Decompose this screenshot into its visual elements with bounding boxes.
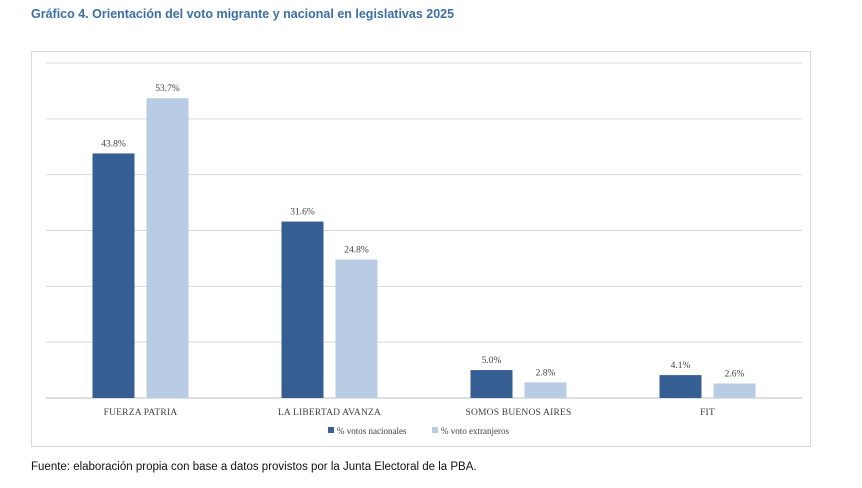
legend-label: % votos nacionales: [337, 426, 407, 436]
legend-swatch: [432, 427, 438, 433]
bar-nacionales: [659, 375, 702, 398]
legend-swatch: [328, 427, 334, 433]
bars: [92, 98, 756, 399]
category-label: FIT: [700, 408, 715, 418]
bar-nacionales: [281, 221, 324, 398]
category-labels: FUERZA PATRIA LA LIBERTAD AVANZA SOMOS BUE…: [104, 408, 715, 418]
legend: % votos nacionales % voto extranjeros: [328, 426, 509, 436]
category-label: LA LIBERTAD AVANZA: [278, 408, 381, 418]
bar-extranjeros: [146, 98, 189, 399]
bar-extranjeros: [524, 382, 567, 398]
data-label: 2.8%: [536, 368, 556, 378]
bar-nacionales: [92, 153, 135, 398]
data-label: 4.1%: [671, 361, 691, 371]
data-label: 24.8%: [344, 246, 369, 256]
category-label: FUERZA PATRIA: [104, 408, 178, 418]
data-label: 2.6%: [725, 369, 745, 379]
chart-frame: 43.8% 53.7% 31.6% 24.8% 5.0% 2.8% 4.1% 2.6% FUE…: [31, 51, 811, 447]
bar-nacionales: [470, 370, 513, 398]
bar-extranjeros: [335, 259, 378, 398]
category-label: SOMOS BUENOS AIRES: [465, 408, 571, 418]
data-label: 5.0%: [482, 356, 502, 366]
data-label: 43.8%: [101, 139, 126, 149]
data-label: 53.7%: [155, 84, 180, 94]
data-labels: 43.8% 53.7% 31.6% 24.8% 5.0% 2.8% 4.1% 2.6%: [101, 84, 744, 379]
bar-chart: 43.8% 53.7% 31.6% 24.8% 5.0% 2.8% 4.1% 2.6% FUE…: [46, 62, 802, 436]
bar-extranjeros: [713, 383, 756, 398]
chart-title: Gráfico 4. Orientación del voto migrante…: [31, 7, 455, 21]
data-label: 31.6%: [290, 208, 315, 218]
source-note: Fuente: elaboración propia con base a da…: [31, 461, 477, 473]
legend-label: % voto extranjeros: [441, 426, 509, 436]
